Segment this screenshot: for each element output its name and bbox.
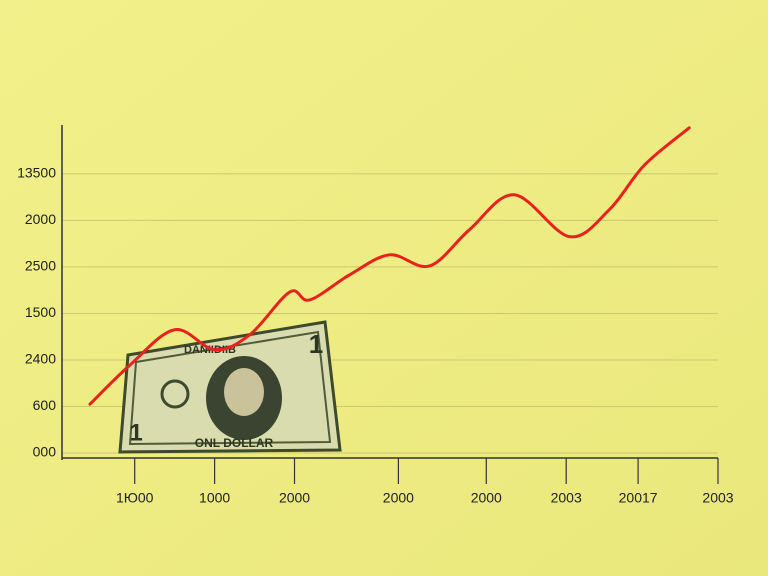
- y-tick-label: 2400: [25, 351, 56, 367]
- y-tick-label: 2500: [25, 258, 56, 274]
- bill-corner: 1: [309, 329, 323, 359]
- x-tick-label: 20017: [619, 490, 658, 506]
- bill-bottom-text: ONL DOLLAR: [195, 436, 274, 450]
- x-tick-label: 2000: [279, 490, 310, 506]
- x-tick-label: 2000: [471, 490, 502, 506]
- y-tick-label: 2000: [25, 211, 56, 227]
- y-tick-label: 13500: [17, 165, 56, 181]
- x-tick-label: 2000: [383, 490, 414, 506]
- dollar-bill: DANIIDIIB ONL DOLLAR 1 1: [118, 320, 342, 454]
- y-tick-label: 1500: [25, 304, 56, 320]
- x-tick-label: 1Ю00: [116, 490, 154, 506]
- line: [88, 126, 691, 406]
- x-tick-label: 1000: [199, 490, 230, 506]
- x-tick-label: 2003: [551, 490, 582, 506]
- y-tick-label: 000: [33, 444, 57, 460]
- x-tick-label: 2003: [702, 490, 733, 506]
- bill-corner: 1: [129, 419, 142, 446]
- y-tick-label: 600: [33, 397, 57, 413]
